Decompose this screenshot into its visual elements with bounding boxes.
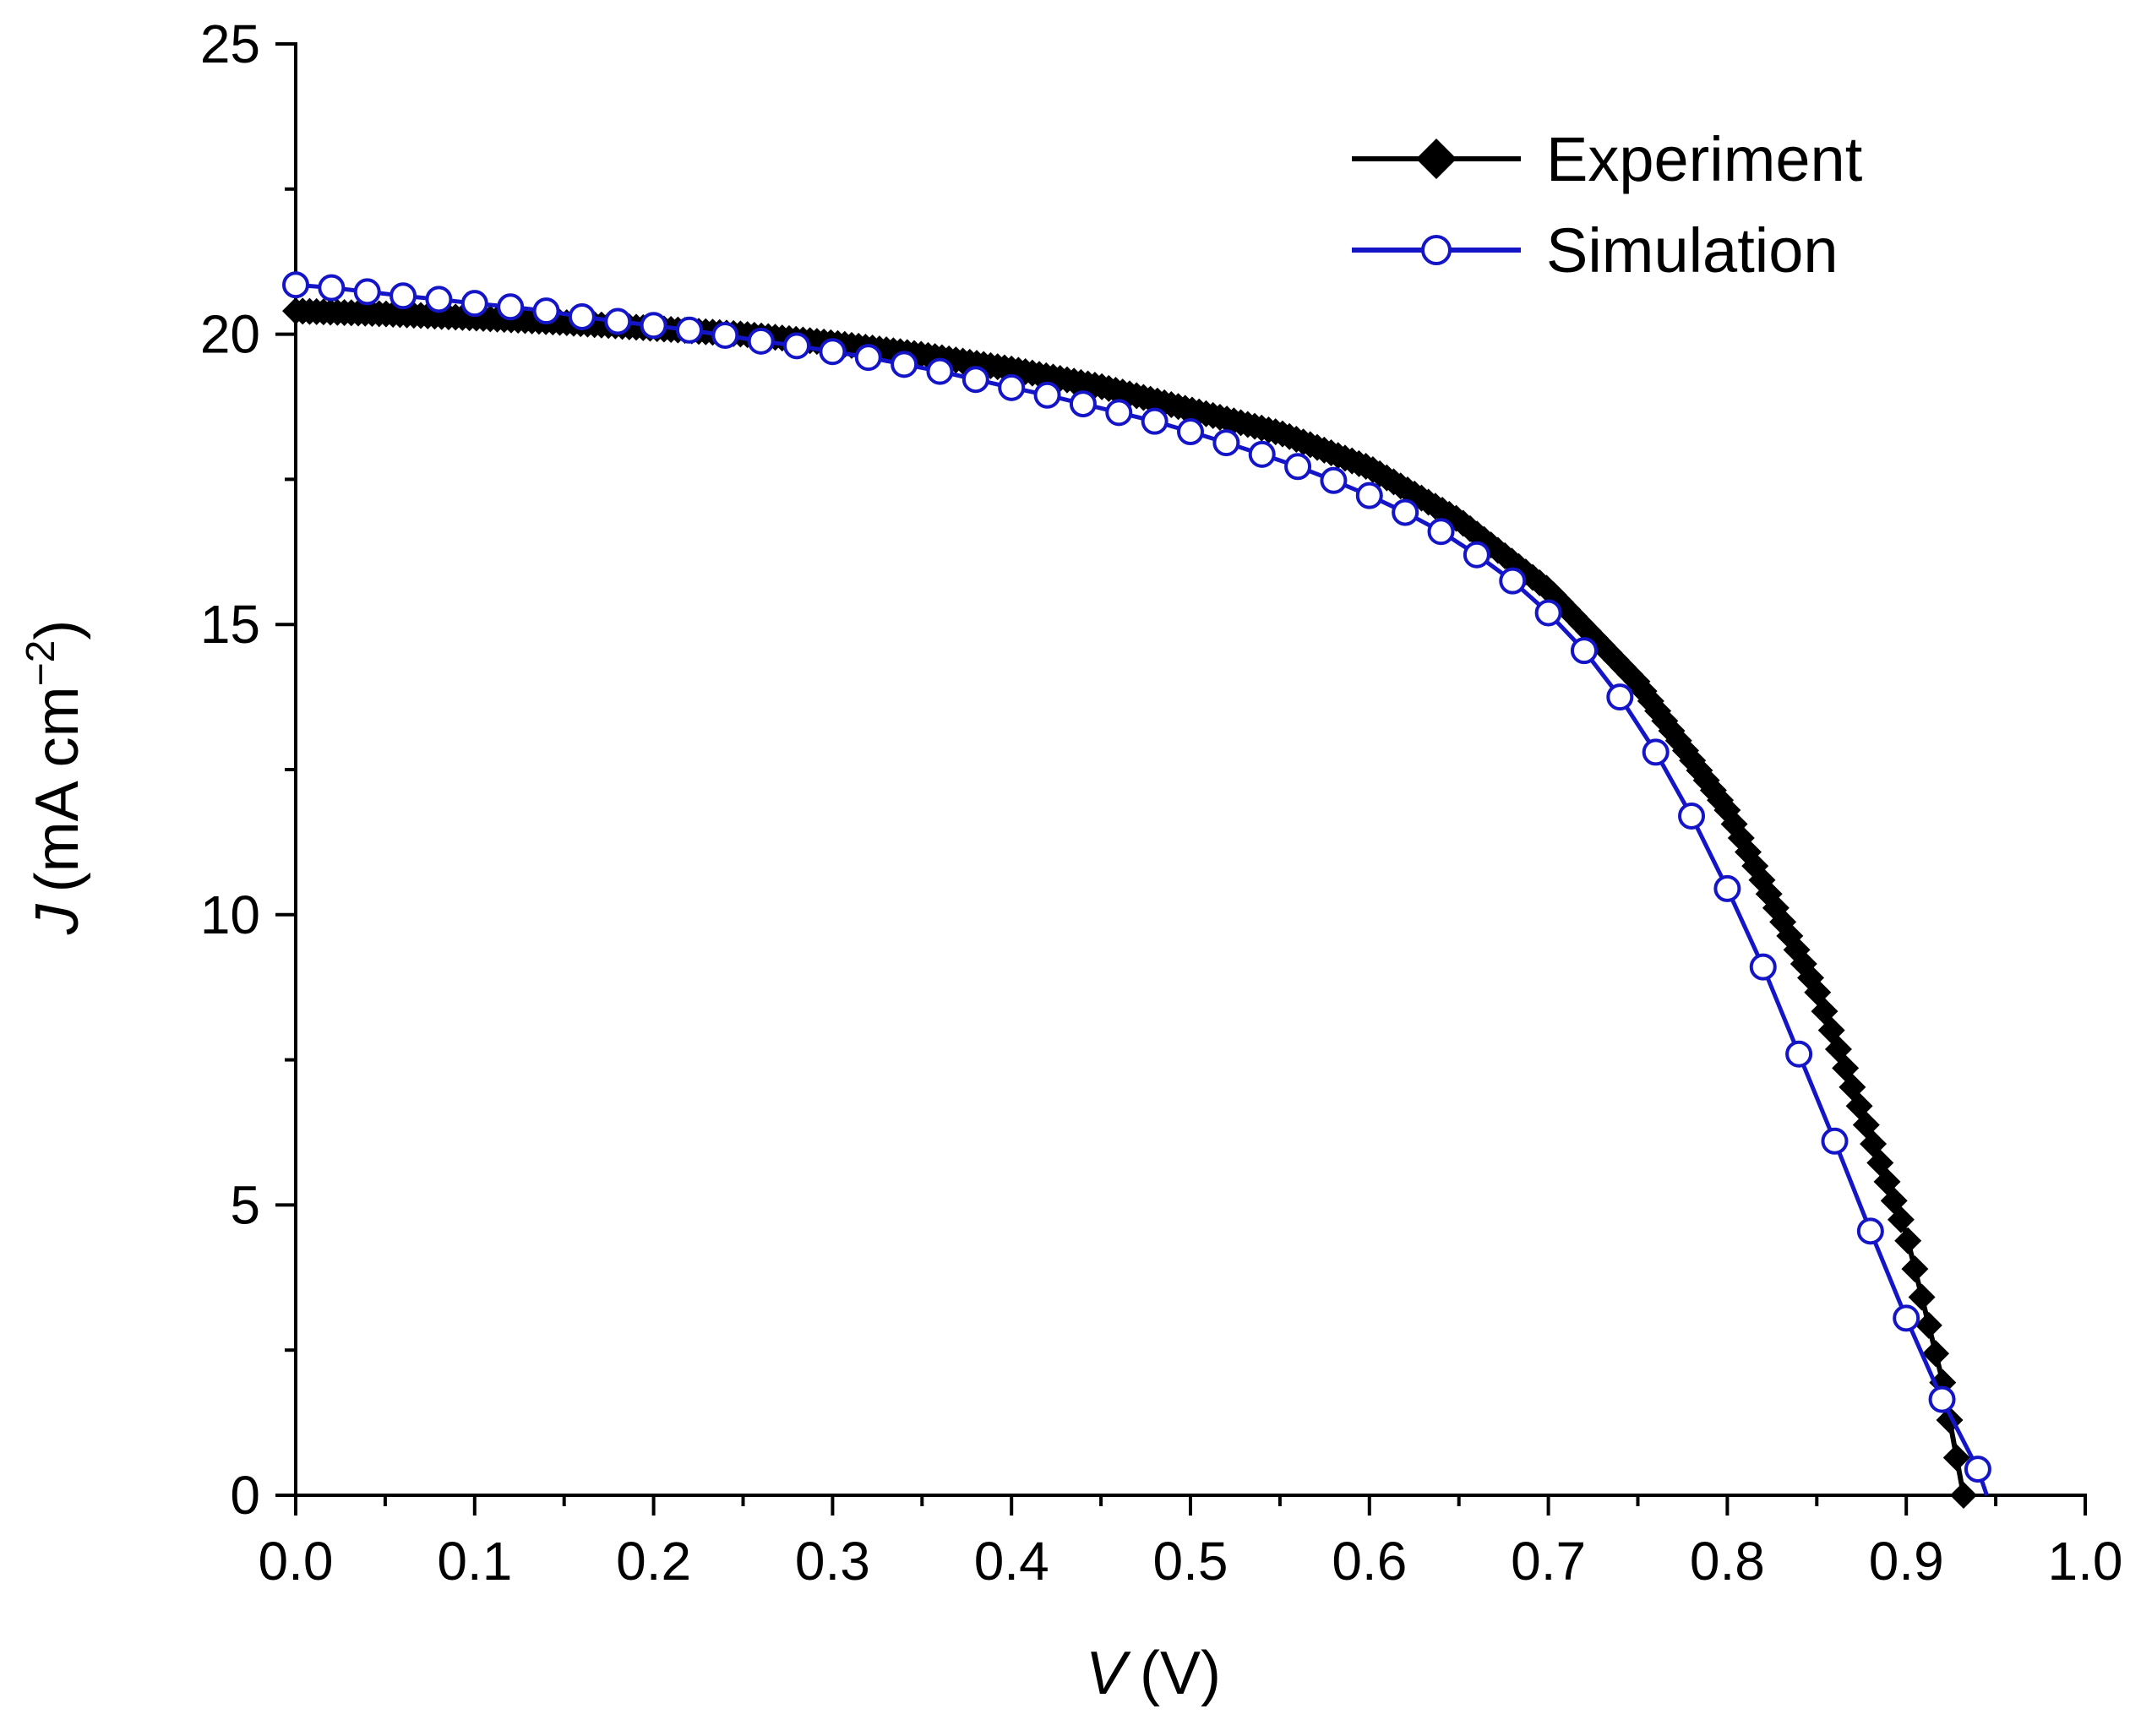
simulation-point <box>783 332 811 360</box>
x-tick-label: 0.0 <box>259 1531 334 1592</box>
simulation-point <box>1069 390 1097 418</box>
simulation-point <box>961 366 989 394</box>
simulation-point <box>1284 453 1312 481</box>
x-tick-label: 0.3 <box>795 1531 870 1592</box>
simulation-point <box>891 351 918 378</box>
x-tick-label: 0.1 <box>437 1531 512 1592</box>
simulation-point <box>1463 541 1490 569</box>
simulation-point <box>1320 466 1348 494</box>
simulation-point <box>318 274 346 302</box>
x-tick-label: 0.5 <box>1153 1531 1228 1592</box>
simulation-point <box>640 312 667 340</box>
experiment-point <box>1887 1205 1915 1233</box>
y-axis-unit-exponent: −2 <box>19 640 63 687</box>
simulation-point <box>1248 440 1276 468</box>
simulation-point <box>1678 802 1706 830</box>
y-tick-label: 0 <box>230 1465 260 1526</box>
simulation-point <box>1141 407 1169 435</box>
y-tick-label: 5 <box>230 1174 260 1235</box>
x-tick-label: 0.2 <box>616 1531 691 1592</box>
y-axis-unit-post: ) <box>24 620 91 640</box>
simulation-point <box>747 327 775 355</box>
simulation-point <box>1642 738 1670 766</box>
simulation-point <box>819 338 847 366</box>
x-tick-label: 0.7 <box>1511 1531 1586 1592</box>
experiment-point <box>1908 1283 1936 1311</box>
x-tick-label: 0.6 <box>1332 1531 1407 1592</box>
experiment-point <box>1922 1340 1950 1368</box>
simulation-point <box>568 302 596 330</box>
simulation-point <box>1570 637 1598 665</box>
simulation-point <box>1856 1217 1884 1245</box>
simulation-point <box>1177 418 1204 446</box>
x-tick-label: 0.8 <box>1690 1531 1765 1592</box>
y-tick-label: 10 <box>200 884 260 945</box>
series-experiment <box>282 297 1977 1509</box>
legend-item-simulation: Simulation <box>1352 215 1839 286</box>
experiment-point <box>1894 1227 1922 1254</box>
simulation-point <box>1499 567 1527 595</box>
legend-experiment-label: Experiment <box>1546 124 1863 194</box>
simulation-point <box>1964 1456 1991 1483</box>
legend: Experiment Simulation <box>1352 124 1863 286</box>
legend-simulation-label: Simulation <box>1546 215 1839 286</box>
simulation-point <box>854 344 882 372</box>
simulation-point <box>1893 1304 1920 1332</box>
simulation-point <box>1928 1385 1956 1413</box>
legend-experiment-marker <box>1416 139 1457 179</box>
simulation-point <box>390 282 417 310</box>
x-axis-title: V (V) <box>1086 1640 1221 1707</box>
simulation-point <box>1821 1127 1849 1155</box>
simulation-point <box>1713 874 1741 902</box>
experiment-point <box>1915 1311 1942 1339</box>
simulation-point <box>282 271 309 299</box>
experiment-line <box>295 308 1966 1496</box>
x-tick-label: 1.0 <box>2048 1531 2123 1592</box>
simulation-point <box>998 373 1026 401</box>
simulation-point <box>460 290 488 318</box>
simulation-point <box>353 278 381 306</box>
x-axis-unit: (V) <box>1140 1640 1221 1707</box>
simulation-point <box>1749 953 1777 981</box>
series-simulation <box>282 271 1991 1496</box>
x-axis-symbol: V <box>1086 1640 1131 1707</box>
simulation-point <box>1392 498 1419 526</box>
legend-simulation-marker <box>1421 235 1452 265</box>
simulation-point <box>1534 599 1562 627</box>
x-axis: 0.0 0.1 0.2 0.3 0.4 0.5 0.6 0.7 0.8 0.9 1.0 <box>259 1495 2123 1592</box>
simulation-point <box>604 307 632 335</box>
y-tick-label: 25 <box>200 14 260 74</box>
simulation-point <box>1033 381 1061 409</box>
simulation-point <box>1606 683 1634 711</box>
simulation-point <box>711 321 739 349</box>
x-tick-label: 0.9 <box>1869 1531 1944 1592</box>
legend-item-experiment: Experiment <box>1352 124 1863 194</box>
y-axis: 0 5 10 15 20 25 <box>200 14 296 1526</box>
simulation-point <box>926 357 954 385</box>
simulation-point <box>1427 518 1455 546</box>
simulation-point <box>532 297 560 325</box>
simulation-point <box>497 293 525 321</box>
y-tick-label: 20 <box>200 304 260 365</box>
y-axis-unit-pre: (mA cm <box>24 686 91 892</box>
experiment-point <box>1901 1255 1929 1283</box>
y-axis-title: J (mA cm−2) <box>19 620 91 936</box>
simulation-point <box>1212 429 1240 457</box>
simulation-point <box>1355 482 1383 509</box>
y-tick-label: 15 <box>200 594 260 655</box>
series-layer <box>282 271 1991 1509</box>
x-tick-label: 0.4 <box>974 1531 1049 1592</box>
simulation-point <box>425 286 453 313</box>
y-axis-symbol: J <box>24 903 91 935</box>
simulation-point <box>675 316 703 344</box>
experiment-point <box>1949 1482 1977 1509</box>
experiment-point <box>1942 1444 1970 1472</box>
simulation-point <box>1105 399 1133 427</box>
simulation-point <box>1785 1040 1813 1068</box>
